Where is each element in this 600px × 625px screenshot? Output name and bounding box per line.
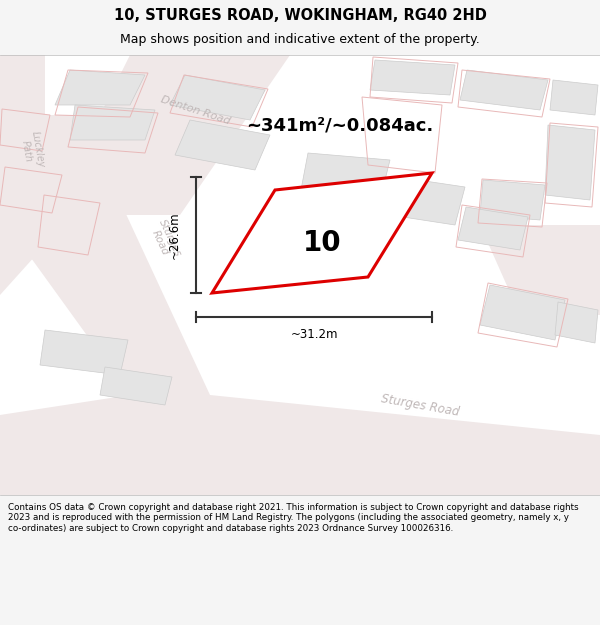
Text: Luckley
Path: Luckley Path — [18, 130, 46, 170]
Polygon shape — [50, 55, 290, 215]
Polygon shape — [170, 75, 265, 120]
Text: 10, STURGES ROAD, WOKINGHAM, RG40 2HD: 10, STURGES ROAD, WOKINGHAM, RG40 2HD — [113, 8, 487, 22]
Polygon shape — [480, 285, 565, 340]
Polygon shape — [545, 125, 595, 200]
Polygon shape — [100, 367, 172, 405]
Polygon shape — [70, 105, 155, 140]
Text: Contains OS data © Crown copyright and database right 2021. This information is : Contains OS data © Crown copyright and d… — [8, 503, 578, 532]
Polygon shape — [550, 80, 598, 115]
Text: ~31.2m: ~31.2m — [290, 329, 338, 341]
Polygon shape — [212, 173, 432, 293]
Text: Sturges
Road: Sturges Road — [147, 217, 183, 262]
Polygon shape — [300, 153, 390, 200]
Polygon shape — [55, 70, 145, 105]
Text: Sturges Road: Sturges Road — [380, 392, 460, 418]
Text: ~341m²/~0.084ac.: ~341m²/~0.084ac. — [247, 116, 434, 134]
Polygon shape — [175, 120, 270, 170]
Text: 10: 10 — [302, 229, 341, 258]
Polygon shape — [370, 60, 455, 95]
Polygon shape — [458, 207, 528, 250]
Text: ~26.6m: ~26.6m — [167, 211, 181, 259]
Polygon shape — [480, 180, 545, 220]
Polygon shape — [480, 225, 600, 315]
Text: Map shows position and indicative extent of the property.: Map shows position and indicative extent… — [120, 32, 480, 46]
Polygon shape — [40, 330, 128, 375]
Text: Denton Road: Denton Road — [159, 94, 231, 126]
Polygon shape — [390, 177, 465, 225]
Polygon shape — [555, 302, 598, 343]
Polygon shape — [0, 55, 45, 295]
Polygon shape — [0, 115, 210, 395]
Polygon shape — [0, 395, 600, 495]
Polygon shape — [460, 70, 548, 110]
